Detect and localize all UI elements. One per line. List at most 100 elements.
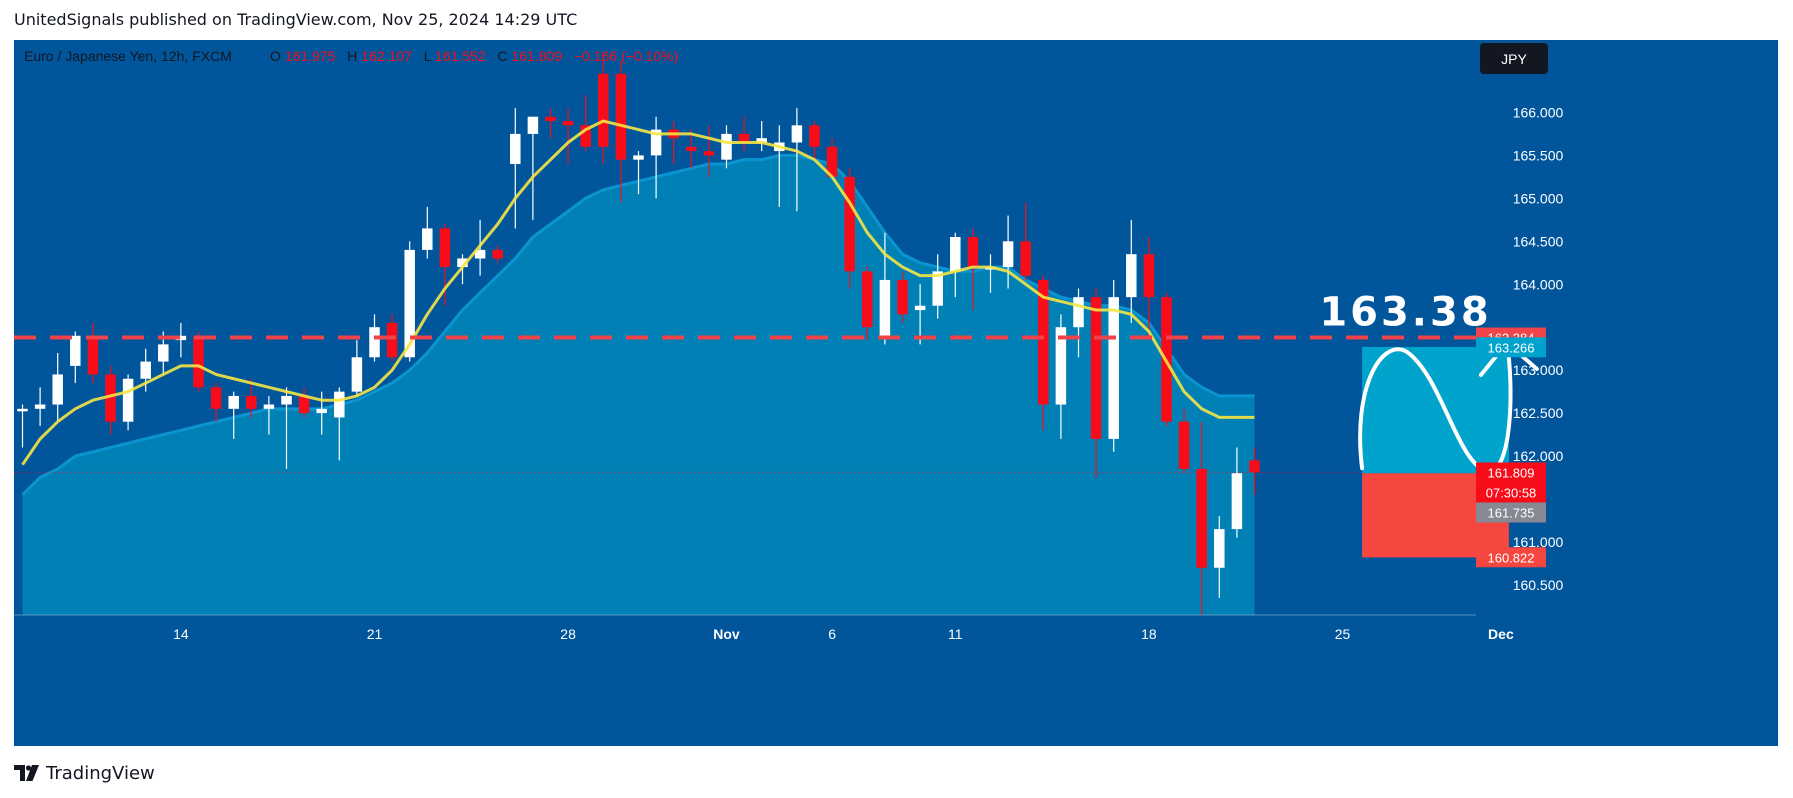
- candle: [738, 116, 750, 152]
- price-label-text: 07:30:58: [1486, 485, 1537, 500]
- candle-body: [422, 228, 433, 250]
- candle: [1126, 219, 1137, 323]
- candle-body: [210, 387, 222, 409]
- candle-body: [334, 391, 345, 418]
- candle-body: [1231, 473, 1243, 530]
- projection-wave: [1358, 340, 1513, 474]
- candle: [879, 232, 891, 345]
- candle: [439, 224, 451, 306]
- symbol-name: Euro / Japanese Yen, 12h, FXCM: [24, 48, 232, 64]
- candle-body: [1055, 327, 1067, 405]
- candle: [826, 138, 838, 177]
- candle-body: [1073, 297, 1084, 328]
- candle: [17, 404, 28, 448]
- x-tick-label: 21: [367, 626, 383, 642]
- legend-layer: Euro / Japanese Yen, 12h, FXCM O 161.975…: [24, 48, 678, 64]
- candle: [967, 228, 979, 311]
- candle-body: [298, 395, 310, 414]
- candle: [950, 232, 961, 298]
- candle-body: [844, 176, 855, 272]
- open-label: O: [270, 48, 281, 64]
- candle: [1143, 237, 1155, 341]
- candle-body: [457, 258, 468, 268]
- candle: [492, 245, 503, 263]
- candle-body: [721, 133, 732, 160]
- close-value: 161.809: [511, 48, 562, 64]
- low-label: L: [424, 48, 432, 64]
- candle: [263, 395, 275, 435]
- candle: [562, 108, 574, 164]
- candle: [228, 391, 239, 439]
- candle: [210, 383, 222, 422]
- tradingview-logo[interactable]: TradingView: [14, 760, 155, 786]
- candle-body: [492, 249, 503, 259]
- candle-body: [1038, 279, 1049, 405]
- candle-body: [1020, 241, 1031, 276]
- candle: [193, 331, 204, 392]
- candle-body: [527, 116, 539, 134]
- candle: [897, 271, 908, 323]
- x-tick-label: 25: [1335, 626, 1351, 642]
- time-axis-band: [14, 615, 1778, 746]
- candle: [545, 108, 556, 139]
- x-tick-label: Nov: [713, 626, 740, 642]
- currency-button-label[interactable]: JPY: [1501, 51, 1527, 67]
- candle: [703, 125, 715, 177]
- candle: [686, 129, 697, 169]
- candle: [175, 322, 187, 358]
- candle: [52, 352, 63, 422]
- candle-body: [897, 279, 908, 315]
- candle-body: [580, 125, 591, 147]
- currency-button-bg[interactable]: [1480, 43, 1548, 74]
- axis-layer: 166.000 165.500 165.000 164.500 164.000 163.0…: [14, 104, 1564, 642]
- price-label-text: 161.809: [1488, 465, 1535, 480]
- tradingview-logo-icon: [14, 765, 39, 781]
- currency-button[interactable]: JPY: [1480, 43, 1548, 74]
- candle-body: [1002, 241, 1014, 268]
- price-label-bg: [1476, 547, 1546, 568]
- open-value: 161.975: [285, 48, 336, 64]
- candle: [87, 322, 99, 384]
- high-value: 162.107: [361, 48, 412, 64]
- candle: [1055, 314, 1067, 439]
- candle-body: [914, 305, 926, 311]
- x-tick-label: 28: [560, 626, 576, 642]
- candle: [1196, 421, 1207, 615]
- candle: [422, 206, 433, 259]
- candle-body: [738, 133, 750, 143]
- candle: [791, 108, 803, 212]
- y-tick-label: 165.000: [1513, 190, 1564, 206]
- price-label-bg: [1476, 462, 1546, 483]
- candlestick-chart[interactable]: 163.38 166.000 165.500 165.000 164.500 164.0…: [14, 40, 1778, 746]
- candle-body: [598, 73, 609, 147]
- x-tick-label: 18: [1141, 626, 1157, 642]
- candle-body: [510, 133, 521, 164]
- x-tick-label: 6: [828, 626, 836, 642]
- moving-average-line: [21, 119, 1255, 466]
- candle: [1038, 275, 1049, 431]
- y-tick-label: 164.500: [1513, 233, 1564, 249]
- y-tick-label: 162.000: [1513, 448, 1564, 464]
- candle: [580, 95, 591, 152]
- price-label: 07:30:58: [1476, 482, 1546, 503]
- price-label-bg: [1476, 502, 1546, 523]
- candle-body: [1196, 468, 1207, 568]
- x-tick-label: Dec: [1488, 626, 1514, 642]
- candle: [1020, 202, 1031, 280]
- area-layer: [14, 153, 1778, 746]
- candle-body: [615, 73, 627, 160]
- high-label: H: [347, 48, 357, 64]
- candle-body: [650, 129, 662, 156]
- price-label: 163.266: [1476, 337, 1546, 358]
- candle-body: [633, 155, 644, 160]
- change-value: −0.166 (−0.10%): [574, 48, 678, 64]
- candle-body: [1143, 254, 1155, 298]
- target-level-label: 163.38: [1319, 290, 1491, 336]
- ma-layer: [21, 119, 1255, 466]
- candle-body: [369, 327, 380, 358]
- candle-body: [175, 335, 187, 341]
- candle: [844, 168, 855, 289]
- candle-body: [386, 322, 398, 358]
- chart-area[interactable]: 163.38 166.000 165.500 165.000 164.500 164.0…: [14, 40, 1778, 746]
- price-label: 161.809: [1476, 462, 1546, 483]
